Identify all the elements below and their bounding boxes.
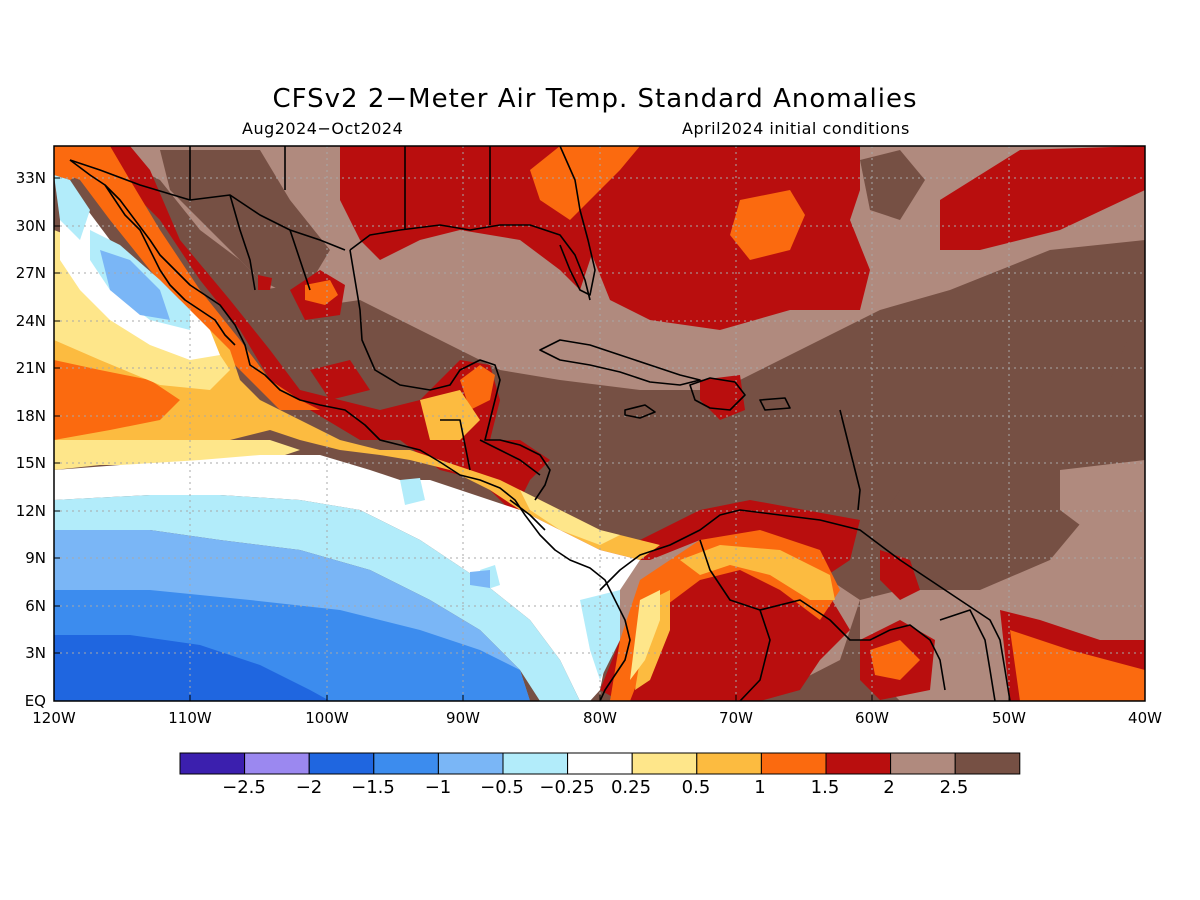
anomaly-field — [54, 146, 1145, 701]
colorbar-label: −2 — [295, 777, 323, 798]
lat-label-24n: 24N — [15, 312, 46, 330]
colorbar-label: −0.5 — [480, 777, 524, 798]
colorbar-swatch — [890, 752, 956, 775]
lon-label-60w: 60W — [855, 709, 889, 727]
lon-label-90w: 90W — [446, 709, 480, 727]
colorbar-label: −2.5 — [222, 777, 266, 798]
colorbar-label: 0.5 — [681, 777, 711, 798]
lat-label-18n: 18N — [15, 407, 46, 425]
lon-label-70w: 70W — [719, 709, 753, 727]
lat-label-33n: 33N — [15, 169, 46, 187]
colorbar-swatch — [179, 752, 246, 775]
colorbar-label: 2.5 — [939, 777, 969, 798]
colorbar-swatch — [825, 752, 892, 775]
colorbar-label: −0.25 — [539, 777, 595, 798]
lon-label-80w: 80W — [583, 709, 617, 727]
colorbar-swatch — [308, 752, 375, 775]
axis-ticks — [54, 177, 1010, 701]
grid-lines — [54, 146, 1145, 701]
lat-label-eq: EQ — [24, 692, 46, 710]
lon-label-110w: 110W — [168, 709, 212, 727]
colorbar-swatch — [502, 752, 569, 775]
lat-label-12n: 12N — [15, 502, 46, 520]
colorbar — [179, 752, 1021, 775]
lat-label-3n: 3N — [25, 644, 46, 662]
colorbar-swatch — [631, 752, 698, 775]
lon-label-40w: 40W — [1128, 709, 1162, 727]
colorbar-swatch — [567, 752, 633, 775]
colorbar-swatch — [373, 752, 439, 775]
lon-label-120w: 120W — [32, 709, 76, 727]
colorbar-label: −1 — [424, 777, 452, 798]
colorbar-swatch — [696, 752, 762, 775]
colorbar-label: 0.25 — [610, 777, 652, 798]
lat-label-9n: 9N — [25, 549, 46, 567]
lat-label-27n: 27N — [15, 264, 46, 282]
lon-label-100w: 100W — [305, 709, 349, 727]
colorbar-label: 1 — [754, 777, 766, 798]
coastlines — [69, 146, 1011, 701]
colorbar-label: −1.5 — [351, 777, 395, 798]
colorbar-swatch — [437, 752, 504, 775]
colorbar-swatch — [244, 752, 310, 775]
lat-label-30n: 30N — [15, 217, 46, 235]
forecast-period: Aug2024−Oct2024 — [242, 119, 404, 138]
colorbar-swatch — [954, 752, 1021, 775]
map-title: CFSv2 2−Meter Air Temp. Standard Anomali… — [272, 84, 918, 114]
colorbar-label: 1.5 — [810, 777, 840, 798]
lon-label-50w: 50W — [992, 709, 1026, 727]
lat-label-6n: 6N — [25, 597, 46, 615]
initial-conditions: April2024 initial conditions — [682, 119, 910, 138]
lat-label-21n: 21N — [15, 359, 46, 377]
colorbar-label: 2 — [883, 777, 895, 798]
lat-label-15n: 15N — [15, 454, 46, 472]
colorbar-swatch — [760, 752, 827, 775]
